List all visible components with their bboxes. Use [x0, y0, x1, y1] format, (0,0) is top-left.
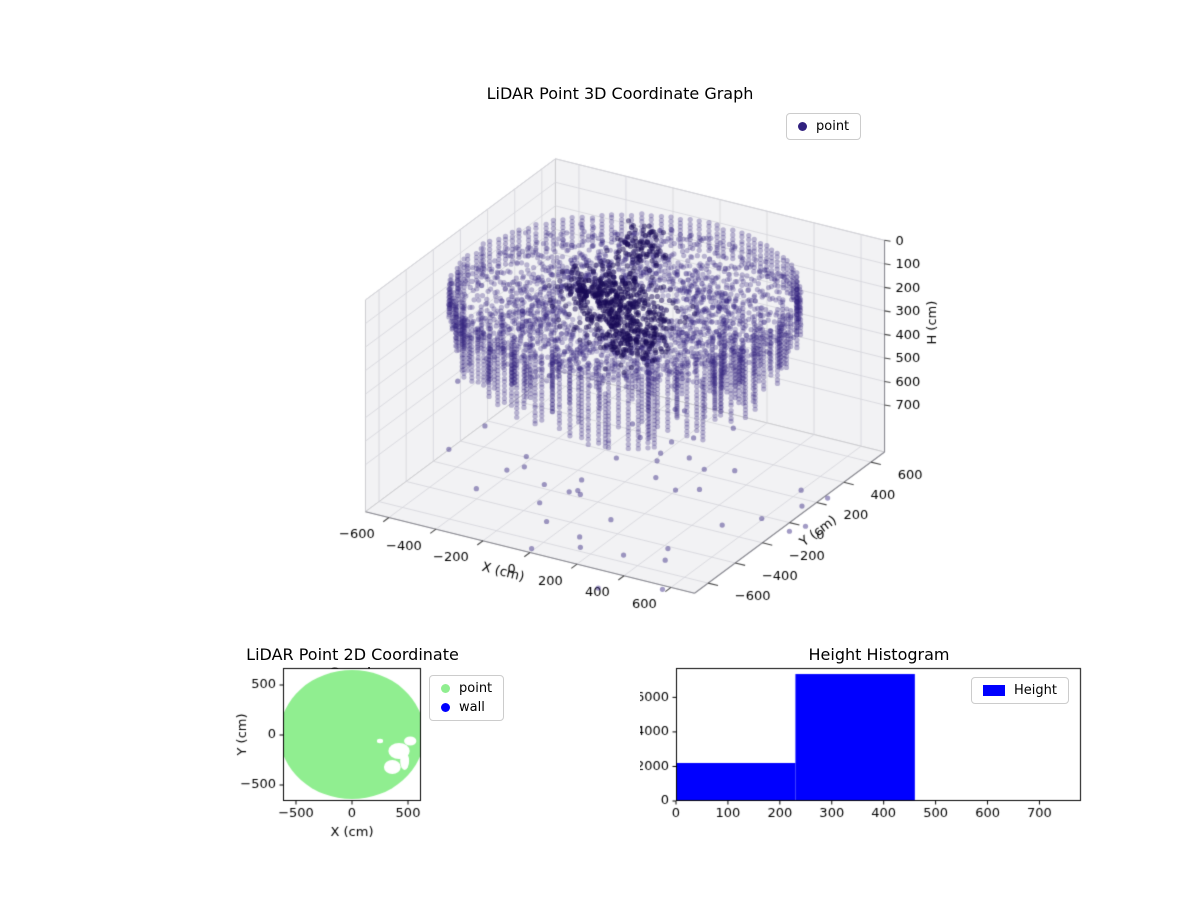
histogram-legend: Height [971, 677, 1069, 704]
histogram-bar-marker-icon [983, 685, 1005, 696]
legend-item-point: point [441, 681, 492, 696]
legend-label-point: point [816, 119, 850, 134]
legend-item-point: point [798, 119, 849, 134]
scatter-point-marker-icon [441, 684, 450, 693]
scatter-point-marker-icon [798, 122, 807, 131]
histogram-title: Height Histogram [808, 645, 950, 664]
plot2d-legend: point wall [429, 675, 505, 721]
scatter-wall-marker-icon [441, 703, 450, 712]
legend-item-height: Height [983, 683, 1057, 698]
legend-label-point: point [459, 681, 493, 696]
plot3d-legend: point [786, 113, 862, 140]
legend-label-wall: wall [459, 700, 485, 715]
legend-label-height: Height [1014, 683, 1057, 698]
plot3d-title: LiDAR Point 3D Coordinate Graph [486, 84, 754, 103]
legend-item-wall: wall [441, 700, 492, 715]
plot3d-canvas [290, 100, 990, 660]
